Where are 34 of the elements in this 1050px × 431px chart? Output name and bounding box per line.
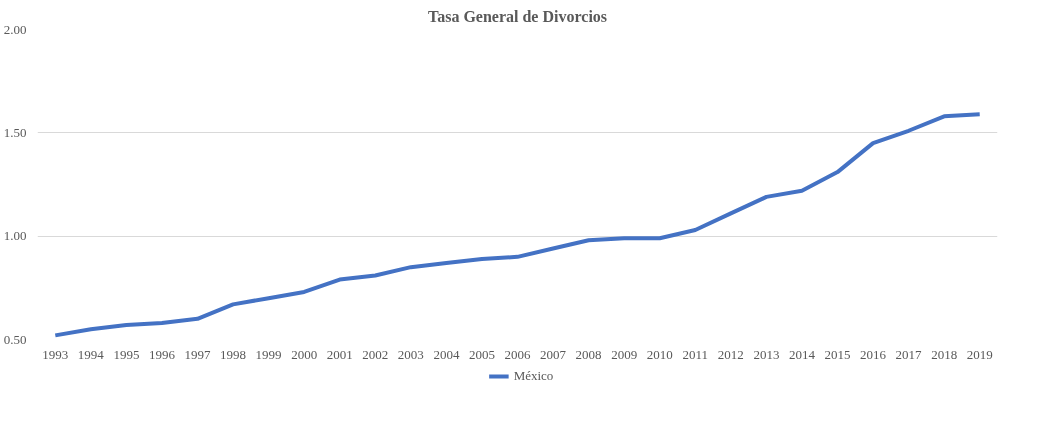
x-tick-label: 2008 [575,346,602,362]
x-tick-label: 2016 [860,346,887,362]
x-tick-label: 2009 [611,346,638,362]
x-tick-label: 2002 [362,346,389,362]
x-tick-label: 2003 [397,346,424,362]
x-tick-label: 2001 [326,346,353,362]
x-tick-label: 2017 [895,346,923,362]
x-tick-label: 2014 [788,346,816,362]
x-tick-label: 2018 [931,346,958,362]
x-tick-label: 2000 [291,346,318,362]
x-tick-label: 2013 [753,346,780,362]
x-tick-label: 2012 [717,346,744,362]
x-tick-label: 2019 [966,346,993,362]
x-tick-label: 2005 [468,346,495,362]
x-tick-label: 2007 [540,346,567,362]
y-tick-label: 2.00 [3,21,27,37]
y-tick-label: 0.50 [3,331,27,347]
line-series [53,112,982,338]
x-tick-label: 1996 [148,346,176,362]
x-tick-label: 2011 [682,346,709,362]
legend-label: México [513,368,554,384]
x-tick-label: 1995 [113,346,140,362]
x-tick-label: 2010 [646,346,673,362]
x-tick-label: 2015 [824,346,851,362]
y-tick-label: 1.00 [3,228,27,244]
x-tick-label: 1998 [220,346,247,362]
x-tick-label: 2004 [433,346,460,362]
chart-title: Tasa General de Divorcios [427,7,608,25]
x-tick-label: 2006 [504,346,531,362]
x-tick-label: 1997 [184,346,211,362]
x-tick-label: 1993 [42,346,69,362]
x-tick-label: 1994 [77,346,105,362]
x-tick-label: 1999 [255,346,282,362]
y-tick-label: 1.50 [3,124,27,140]
